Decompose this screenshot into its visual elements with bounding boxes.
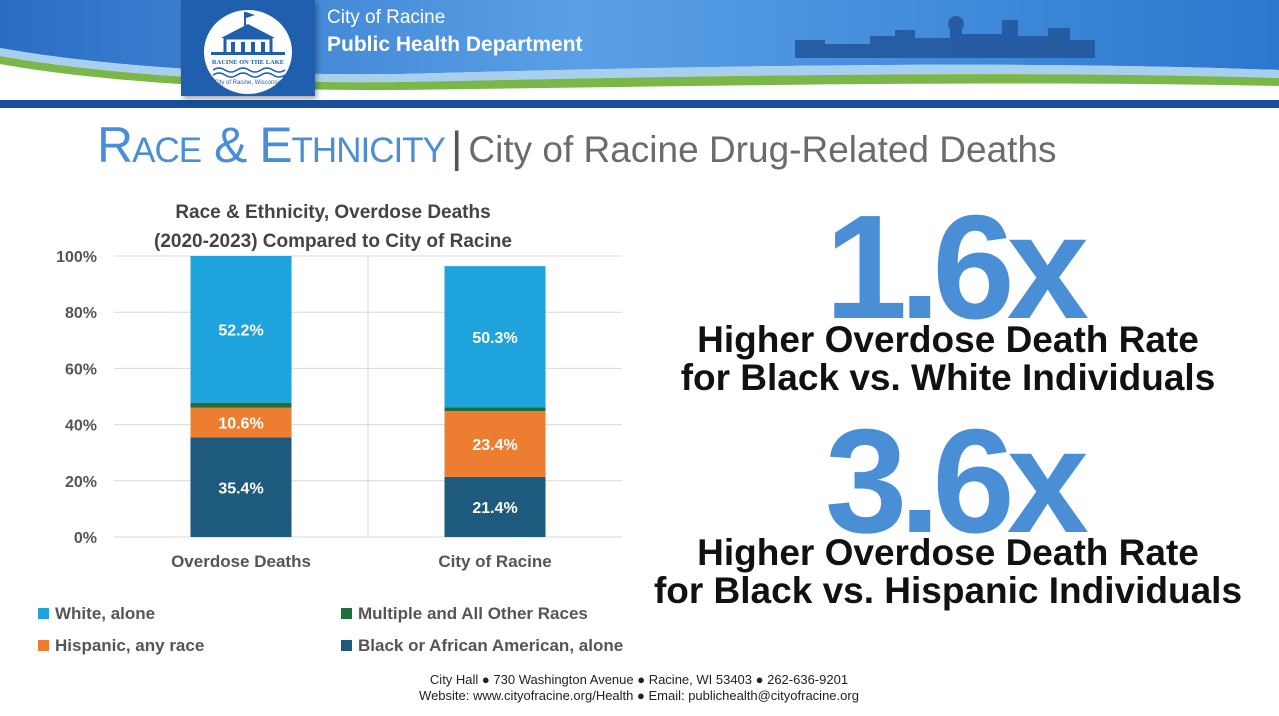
y-tick-label: 100% xyxy=(56,249,97,266)
stat-line2-black-vs-white: for Black vs. White Individuals xyxy=(680,357,1216,398)
stat-line1-black-vs-hispanic: Higher Overdose Death Rate xyxy=(697,532,1199,573)
legend-swatch-black xyxy=(341,640,352,651)
stat-value-black-vs-hispanic: 3.6x xyxy=(824,399,1089,564)
y-tick-label: 60% xyxy=(65,361,97,378)
legend-swatch-white xyxy=(38,608,49,619)
stat-line2-black-vs-hispanic: for Black vs. Hispanic Individuals xyxy=(653,570,1243,611)
bar-segment xyxy=(190,402,292,408)
header-banner: RACINE ON THE LAKE City of Racine, Wisco… xyxy=(0,0,1279,108)
bar-segment xyxy=(444,407,546,412)
footer-address: City Hall ● 730 Washington Avenue ● Raci… xyxy=(429,672,849,687)
x-category-label: Overdose Deaths xyxy=(171,552,311,571)
bar-segment xyxy=(444,266,546,408)
department-name: Public Health Department xyxy=(327,33,583,56)
bar-segment xyxy=(190,256,292,403)
legend-item-multiple: Multiple and All Other Races xyxy=(341,604,588,624)
bar-segment xyxy=(190,407,292,438)
legend-swatch-hispanic xyxy=(38,640,49,651)
bar-segment xyxy=(444,411,546,477)
stat-description-black-vs-hispanic: Higher Overdose Death Rate for Black vs.… xyxy=(608,534,1279,610)
x-category-label: City of Racine xyxy=(438,552,551,571)
data-label: 23.4% xyxy=(472,437,517,454)
legend-item-black: Black or African American, alone xyxy=(341,636,623,656)
skyline-icon xyxy=(795,16,1095,58)
bar-segment xyxy=(190,437,292,537)
svg-text:RACINE ON THE LAKE: RACINE ON THE LAKE xyxy=(212,59,284,66)
data-label: 21.4% xyxy=(472,500,517,517)
footer-website-email: Website: www.cityofracine.org/Health ● E… xyxy=(419,688,859,703)
y-tick-label: 40% xyxy=(65,418,97,435)
data-label: 52.2% xyxy=(218,322,263,339)
stat-value-black-vs-white: 1.6x xyxy=(824,185,1089,350)
y-tick-label: 0% xyxy=(74,530,97,547)
chart-title-line1: Race & Ethnicity, Overdose Deaths xyxy=(175,202,491,223)
legend-label-hispanic: Hispanic, any race xyxy=(55,636,205,655)
data-label: 50.3% xyxy=(472,330,517,347)
bar-segment xyxy=(444,476,546,537)
logo-emblem-icon: RACINE ON THE LAKE City of Racine, Wisco… xyxy=(204,10,292,94)
legend-label-multiple: Multiple and All Other Races xyxy=(358,604,588,623)
y-tick-label: 20% xyxy=(65,474,97,491)
stat-description-black-vs-white: Higher Overdose Death Rate for Black vs.… xyxy=(618,321,1278,397)
page-title-main: Race & Ethnicity xyxy=(97,117,446,173)
stacked-bar-chart: 0%20%40%60%80%100%35.4%10.6%1.8%52.2%Ove… xyxy=(56,249,622,571)
chart-title: Race & Ethnicity, Overdose Deaths (2020-… xyxy=(100,198,566,256)
footer-contact: City Hall ● 730 Washington Avenue ● Raci… xyxy=(300,672,978,704)
y-tick-label: 80% xyxy=(65,305,97,322)
chart-title-line2: (2020-2023) Compared to City of Racine xyxy=(154,231,512,252)
page-title: Race & Ethnicity | City of Racine Drug-Rel… xyxy=(97,116,1057,174)
legend-swatch-multiple xyxy=(341,608,352,619)
data-label: 10.6% xyxy=(218,416,263,433)
city-logo: RACINE ON THE LAKE City of Racine, Wisco… xyxy=(181,0,315,96)
legend-label-white: White, alone xyxy=(55,604,156,623)
page-title-sub: City of Racine Drug-Related Deaths xyxy=(468,129,1057,170)
page-title-separator: | xyxy=(450,123,463,172)
legend-item-hispanic: Hispanic, any race xyxy=(38,636,204,656)
svg-text:City of Racine, Wisconsin: City of Racine, Wisconsin xyxy=(214,80,282,86)
data-label: 35.4% xyxy=(218,480,263,497)
org-name: City of Racine xyxy=(327,7,446,28)
stat-line1-black-vs-white: Higher Overdose Death Rate xyxy=(697,319,1199,360)
legend-label-black: Black or African American, alone xyxy=(358,636,624,655)
banner-graphic xyxy=(0,0,1279,108)
legend-item-white: White, alone xyxy=(38,604,155,624)
